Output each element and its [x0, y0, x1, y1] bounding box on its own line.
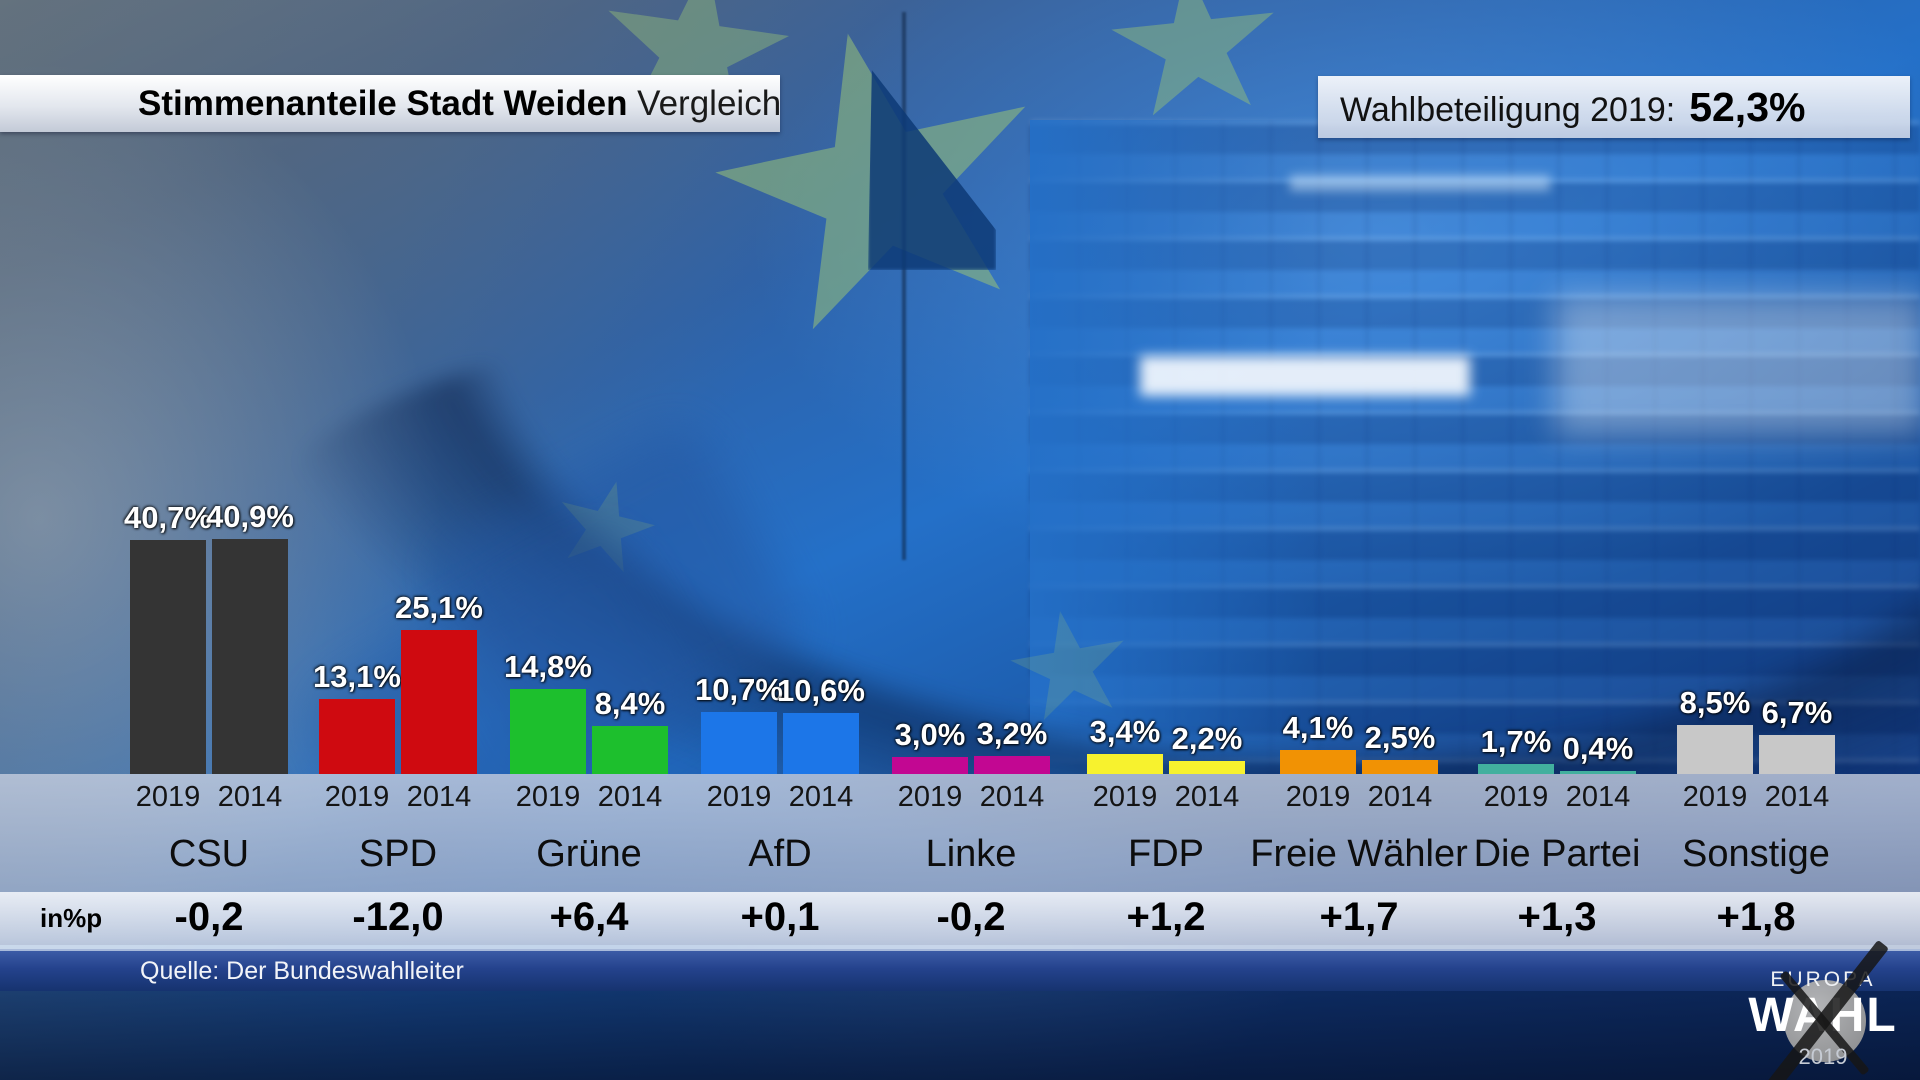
background-window-highlight: [1555, 295, 1920, 435]
band-divider: [0, 945, 1920, 949]
bar-value-2019-spd: 13,1%: [313, 659, 401, 694]
party-change-spd: -12,0: [352, 895, 444, 939]
bar-2014-die-partei: [1560, 771, 1636, 774]
background-bottom-shade: [0, 980, 1920, 1080]
page-title-bold: Stimmenanteile Stadt Weiden: [138, 84, 628, 123]
bar-2019-die-partei: [1478, 764, 1554, 774]
page-title: Stimmenanteile Stadt Weiden Vergleich: [138, 75, 781, 132]
change-unit-label: in%p: [40, 903, 103, 933]
bar-2014-freie-w-hler: [1362, 760, 1438, 774]
bar-value-2019-linke: 3,0%: [894, 717, 966, 752]
background-antenna-mast: [902, 12, 906, 560]
bar-value-2014-afd: 10,6%: [777, 673, 865, 708]
europawahl-2019-logo: EUROPA WAHL 2019: [1728, 939, 1918, 1080]
party-name-afd: AfD: [748, 833, 812, 875]
party-change-linke: -0,2: [936, 895, 1006, 939]
party-name-fdp: FDP: [1128, 833, 1204, 875]
background-window-highlight: [1140, 356, 1470, 396]
year-label-2019-freie-w-hler: 2019: [1285, 781, 1351, 813]
party-name-linke: Linke: [925, 833, 1017, 875]
party-change-die-partei: +1,3: [1517, 895, 1597, 939]
bar-2014-fdp: [1169, 761, 1245, 774]
bar-value-2019-csu: 40,7%: [124, 500, 212, 535]
turnout-box: Wahlbeteiligung 2019: 52,3%: [1318, 76, 1910, 138]
party-change-sonstige: +1,8: [1716, 895, 1796, 939]
bar-value-2014-sonstige: 6,7%: [1761, 695, 1833, 730]
eu-flag-star-icon: [686, 0, 1073, 371]
bar-value-2014-freie-w-hler: 2,5%: [1364, 720, 1436, 755]
year-label-2014-freie-w-hler: 2014: [1367, 781, 1433, 813]
bar-2014-sonstige: [1759, 735, 1835, 774]
footer-band: Quelle: Der Bundeswahlleiter: [0, 949, 1920, 991]
bar-2019-sonstige: [1677, 725, 1753, 774]
bar-value-2014-csu: 40,9%: [206, 499, 294, 534]
year-label-2019-csu: 2019: [135, 781, 201, 813]
eu-flag-star-icon: [545, 469, 665, 585]
year-label-2014-linke: 2014: [979, 781, 1045, 813]
year-label-2014-afd: 2014: [788, 781, 854, 813]
year-label-2019-fdp: 2019: [1092, 781, 1158, 813]
bar-2014-afd: [783, 713, 859, 774]
bar-value-2019-fdp: 3,4%: [1089, 714, 1161, 749]
eu-flag-star-icon: [1102, 0, 1288, 133]
background-window-highlight: [1290, 175, 1550, 191]
year-label-2019-afd: 2019: [706, 781, 772, 813]
bar-value-2014-linke: 3,2%: [976, 716, 1048, 751]
year-label-2014-sonstige: 2014: [1764, 781, 1830, 813]
bar-2019-freie-w-hler: [1280, 750, 1356, 774]
background-parliament-facade: [1030, 120, 1920, 780]
party-name-die-partei: Die Partei: [1473, 833, 1641, 875]
year-label-2014-fdp: 2014: [1174, 781, 1240, 813]
bar-value-2019-die-partei: 1,7%: [1480, 724, 1552, 759]
bar-value-2019-sonstige: 8,5%: [1679, 685, 1751, 720]
party-name-gr-ne: Grüne: [536, 833, 642, 875]
year-label-2019-spd: 2019: [324, 781, 390, 813]
bar-value-2019-gr-ne: 14,8%: [504, 649, 592, 684]
party-change-afd: +0,1: [740, 895, 820, 939]
bar-value-2014-spd: 25,1%: [395, 590, 483, 625]
bar-2019-spd: [319, 699, 395, 774]
year-label-2014-gr-ne: 2014: [597, 781, 663, 813]
page-title-regular: Vergleich: [627, 84, 782, 123]
bar-2014-csu: [212, 539, 288, 774]
turnout-label: Wahlbeteiligung 2019:: [1340, 91, 1676, 129]
chart-change-band: [0, 892, 1920, 945]
party-change-freie-w-hler: +1,7: [1319, 895, 1399, 939]
year-label-2019-die-partei: 2019: [1483, 781, 1549, 813]
bar-value-2014-die-partei: 0,4%: [1562, 731, 1634, 766]
bar-2019-gr-ne: [510, 689, 586, 774]
party-change-fdp: +1,2: [1126, 895, 1206, 939]
bar-2014-gr-ne: [592, 726, 668, 774]
background-tower-silhouette: [868, 70, 996, 270]
source-credit: Quelle: Der Bundeswahlleiter: [140, 957, 464, 985]
turnout-value: 52,3%: [1689, 84, 1806, 130]
year-label-2014-spd: 2014: [406, 781, 472, 813]
chart-label-band: [0, 774, 1920, 892]
bar-2014-linke: [974, 756, 1050, 774]
party-change-gr-ne: +6,4: [549, 895, 629, 939]
bar-2019-fdp: [1087, 754, 1163, 774]
bar-2019-linke: [892, 757, 968, 774]
bar-2014-spd: [401, 630, 477, 774]
year-label-2019-linke: 2019: [897, 781, 963, 813]
party-name-spd: SPD: [358, 833, 438, 875]
background-facade-fade: [1030, 120, 1330, 780]
party-change-csu: -0,2: [174, 895, 244, 939]
bar-2019-afd: [701, 712, 777, 774]
party-name-sonstige: Sonstige: [1682, 833, 1830, 875]
title-bar: Stimmenanteile Stadt Weiden Vergleich: [0, 75, 781, 132]
bar-value-2014-fdp: 2,2%: [1171, 721, 1243, 756]
bar-2019-csu: [130, 540, 206, 774]
year-label-2019-gr-ne: 2019: [515, 781, 581, 813]
bar-value-2019-freie-w-hler: 4,1%: [1282, 710, 1354, 745]
year-label-2014-die-partei: 2014: [1565, 781, 1631, 813]
bar-value-2019-afd: 10,7%: [695, 672, 783, 707]
year-label-2019-sonstige: 2019: [1682, 781, 1748, 813]
party-name-freie-w-hler: Freie Wähler: [1250, 833, 1468, 875]
bar-value-2014-gr-ne: 8,4%: [594, 686, 666, 721]
party-name-csu: CSU: [168, 833, 250, 875]
year-label-2014-csu: 2014: [217, 781, 283, 813]
logo-year-text: 2019: [1798, 1044, 1848, 1069]
